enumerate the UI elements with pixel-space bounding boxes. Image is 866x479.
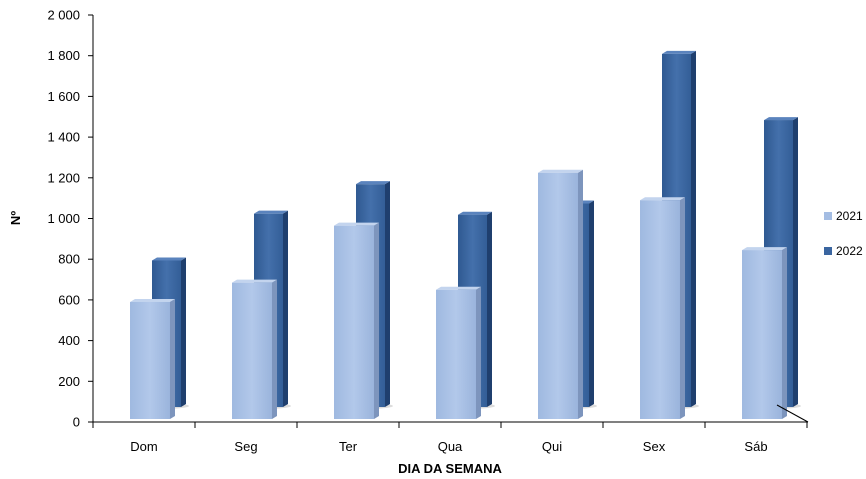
bar-2021-Seg (232, 279, 277, 419)
y-tick-label: 0 (73, 415, 80, 430)
legend-swatch-2022 (824, 247, 832, 255)
legend-swatch-2021 (824, 212, 832, 220)
category-label-Sáb: Sáb (744, 439, 767, 454)
y-tick-label: 1 000 (47, 211, 80, 226)
x-ticks: Dom Seg Ter Qua Qui Sex Sáb (92, 422, 808, 454)
legend-label-2021: 2021 (836, 209, 863, 223)
y-tick-label: 1 400 (47, 130, 80, 145)
bar-2021-Sex (640, 197, 685, 419)
y-tick-label: 200 (58, 374, 80, 389)
legend-label-2022: 2022 (836, 244, 863, 258)
y-axis-title: Nº (8, 211, 23, 225)
bar-2021-Sáb (742, 247, 787, 419)
bar-2021-Qui (538, 169, 583, 419)
x-axis-title: DIA DA SEMANA (398, 461, 502, 476)
y-tick-label: 2 000 (47, 8, 80, 23)
bar-2021-Qua (436, 286, 481, 419)
series-2021-bars (130, 169, 787, 419)
y-ticks: 0 200 400 600 800 1 000 1 200 1 400 1 600 1 800 2 … (47, 8, 93, 430)
y-tick-label: 1 800 (47, 48, 80, 63)
category-label-Qui: Qui (542, 439, 562, 454)
y-tick-label: 1 600 (47, 89, 80, 104)
floor-edge (776, 404, 809, 423)
category-label-Sex: Sex (643, 439, 666, 454)
legend: 2021 2022 (824, 209, 863, 258)
bar-2021-Ter (334, 222, 379, 419)
category-label-Ter: Ter (339, 439, 358, 454)
y-tick-label: 400 (58, 333, 80, 348)
y-tick-label: 800 (58, 252, 80, 267)
category-label-Seg: Seg (234, 439, 257, 454)
bar-2021-Dom (130, 298, 175, 419)
category-label-Qua: Qua (438, 439, 463, 454)
y-tick-label: 1 200 (47, 170, 80, 185)
y-tick-label: 600 (58, 292, 80, 307)
category-label-Dom: Dom (130, 439, 157, 454)
